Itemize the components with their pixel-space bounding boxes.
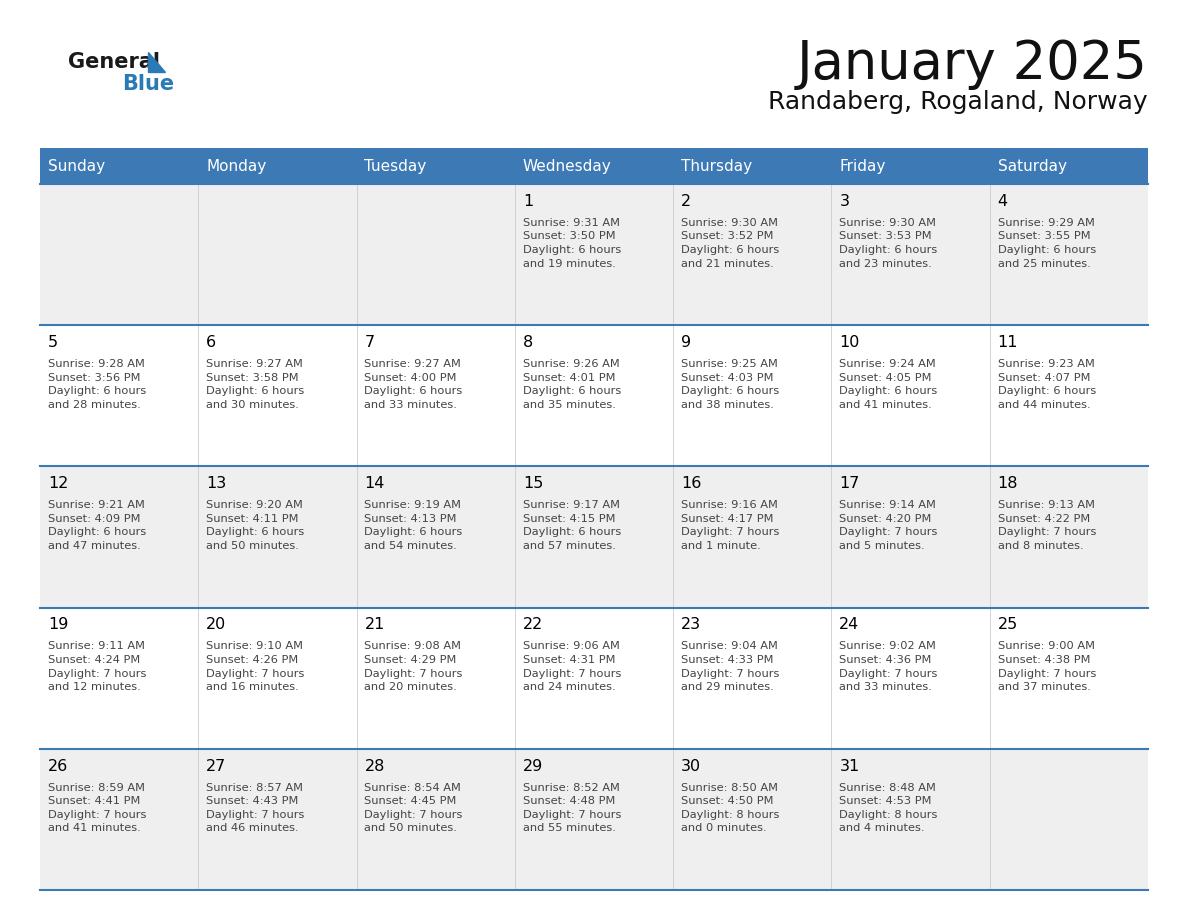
Text: 9: 9 bbox=[681, 335, 691, 350]
Bar bbox=[40, 184, 1148, 325]
Text: 29: 29 bbox=[523, 758, 543, 774]
Bar bbox=[40, 148, 198, 184]
Text: Sunrise: 9:17 AM
Sunset: 4:15 PM
Daylight: 6 hours
and 57 minutes.: Sunrise: 9:17 AM Sunset: 4:15 PM Dayligh… bbox=[523, 500, 621, 551]
Text: Sunrise: 9:27 AM
Sunset: 3:58 PM
Daylight: 6 hours
and 30 minutes.: Sunrise: 9:27 AM Sunset: 3:58 PM Dayligh… bbox=[207, 359, 304, 410]
Text: 1: 1 bbox=[523, 194, 533, 209]
Text: Sunrise: 9:06 AM
Sunset: 4:31 PM
Daylight: 7 hours
and 24 minutes.: Sunrise: 9:06 AM Sunset: 4:31 PM Dayligh… bbox=[523, 642, 621, 692]
Text: Sunrise: 9:13 AM
Sunset: 4:22 PM
Daylight: 7 hours
and 8 minutes.: Sunrise: 9:13 AM Sunset: 4:22 PM Dayligh… bbox=[998, 500, 1097, 551]
Text: 15: 15 bbox=[523, 476, 543, 491]
Text: 31: 31 bbox=[840, 758, 860, 774]
Text: Sunrise: 8:54 AM
Sunset: 4:45 PM
Daylight: 7 hours
and 50 minutes.: Sunrise: 8:54 AM Sunset: 4:45 PM Dayligh… bbox=[365, 783, 463, 834]
Text: 18: 18 bbox=[998, 476, 1018, 491]
Text: 17: 17 bbox=[840, 476, 860, 491]
Text: 2: 2 bbox=[681, 194, 691, 209]
Text: Sunrise: 9:28 AM
Sunset: 3:56 PM
Daylight: 6 hours
and 28 minutes.: Sunrise: 9:28 AM Sunset: 3:56 PM Dayligh… bbox=[48, 359, 146, 410]
Text: 28: 28 bbox=[365, 758, 385, 774]
Text: Sunrise: 9:21 AM
Sunset: 4:09 PM
Daylight: 6 hours
and 47 minutes.: Sunrise: 9:21 AM Sunset: 4:09 PM Dayligh… bbox=[48, 500, 146, 551]
Text: 7: 7 bbox=[365, 335, 374, 350]
Text: Sunrise: 9:30 AM
Sunset: 3:52 PM
Daylight: 6 hours
and 21 minutes.: Sunrise: 9:30 AM Sunset: 3:52 PM Dayligh… bbox=[681, 218, 779, 269]
Text: Sunrise: 9:25 AM
Sunset: 4:03 PM
Daylight: 6 hours
and 38 minutes.: Sunrise: 9:25 AM Sunset: 4:03 PM Dayligh… bbox=[681, 359, 779, 410]
Text: Sunrise: 9:24 AM
Sunset: 4:05 PM
Daylight: 6 hours
and 41 minutes.: Sunrise: 9:24 AM Sunset: 4:05 PM Dayligh… bbox=[840, 359, 937, 410]
Text: 16: 16 bbox=[681, 476, 701, 491]
Text: Sunrise: 9:10 AM
Sunset: 4:26 PM
Daylight: 7 hours
and 16 minutes.: Sunrise: 9:10 AM Sunset: 4:26 PM Dayligh… bbox=[207, 642, 304, 692]
Text: 3: 3 bbox=[840, 194, 849, 209]
Text: 26: 26 bbox=[48, 758, 68, 774]
Text: 25: 25 bbox=[998, 618, 1018, 633]
Text: 10: 10 bbox=[840, 335, 860, 350]
Text: 11: 11 bbox=[998, 335, 1018, 350]
Text: 6: 6 bbox=[207, 335, 216, 350]
Text: Sunrise: 8:57 AM
Sunset: 4:43 PM
Daylight: 7 hours
and 46 minutes.: Sunrise: 8:57 AM Sunset: 4:43 PM Dayligh… bbox=[207, 783, 304, 834]
Text: 12: 12 bbox=[48, 476, 68, 491]
Text: Sunday: Sunday bbox=[48, 159, 105, 174]
Text: 20: 20 bbox=[207, 618, 227, 633]
Text: Sunrise: 9:27 AM
Sunset: 4:00 PM
Daylight: 6 hours
and 33 minutes.: Sunrise: 9:27 AM Sunset: 4:00 PM Dayligh… bbox=[365, 359, 463, 410]
Text: Sunrise: 8:50 AM
Sunset: 4:50 PM
Daylight: 8 hours
and 0 minutes.: Sunrise: 8:50 AM Sunset: 4:50 PM Dayligh… bbox=[681, 783, 779, 834]
Bar bbox=[198, 148, 356, 184]
Text: 5: 5 bbox=[48, 335, 58, 350]
Text: Monday: Monday bbox=[207, 159, 266, 174]
Text: 19: 19 bbox=[48, 618, 68, 633]
Text: 14: 14 bbox=[365, 476, 385, 491]
Text: 27: 27 bbox=[207, 758, 227, 774]
Text: 13: 13 bbox=[207, 476, 227, 491]
Text: Sunrise: 9:29 AM
Sunset: 3:55 PM
Daylight: 6 hours
and 25 minutes.: Sunrise: 9:29 AM Sunset: 3:55 PM Dayligh… bbox=[998, 218, 1095, 269]
Text: Saturday: Saturday bbox=[998, 159, 1067, 174]
Text: 23: 23 bbox=[681, 618, 701, 633]
Bar bbox=[674, 148, 832, 184]
Text: Sunrise: 9:31 AM
Sunset: 3:50 PM
Daylight: 6 hours
and 19 minutes.: Sunrise: 9:31 AM Sunset: 3:50 PM Dayligh… bbox=[523, 218, 621, 269]
Text: Sunrise: 9:30 AM
Sunset: 3:53 PM
Daylight: 6 hours
and 23 minutes.: Sunrise: 9:30 AM Sunset: 3:53 PM Dayligh… bbox=[840, 218, 937, 269]
Text: Friday: Friday bbox=[840, 159, 886, 174]
Text: 30: 30 bbox=[681, 758, 701, 774]
Text: Sunrise: 9:26 AM
Sunset: 4:01 PM
Daylight: 6 hours
and 35 minutes.: Sunrise: 9:26 AM Sunset: 4:01 PM Dayligh… bbox=[523, 359, 621, 410]
Bar bbox=[832, 148, 990, 184]
Text: Thursday: Thursday bbox=[681, 159, 752, 174]
Text: 21: 21 bbox=[365, 618, 385, 633]
Text: Sunrise: 8:52 AM
Sunset: 4:48 PM
Daylight: 7 hours
and 55 minutes.: Sunrise: 8:52 AM Sunset: 4:48 PM Dayligh… bbox=[523, 783, 621, 834]
Text: January 2025: January 2025 bbox=[797, 38, 1148, 90]
Text: Blue: Blue bbox=[122, 74, 175, 94]
Text: Sunrise: 9:04 AM
Sunset: 4:33 PM
Daylight: 7 hours
and 29 minutes.: Sunrise: 9:04 AM Sunset: 4:33 PM Dayligh… bbox=[681, 642, 779, 692]
Text: Tuesday: Tuesday bbox=[365, 159, 426, 174]
Text: 22: 22 bbox=[523, 618, 543, 633]
Text: Sunrise: 9:02 AM
Sunset: 4:36 PM
Daylight: 7 hours
and 33 minutes.: Sunrise: 9:02 AM Sunset: 4:36 PM Dayligh… bbox=[840, 642, 937, 692]
Bar bbox=[40, 608, 1148, 749]
Polygon shape bbox=[148, 52, 165, 72]
Text: 24: 24 bbox=[840, 618, 860, 633]
Text: Sunrise: 8:48 AM
Sunset: 4:53 PM
Daylight: 8 hours
and 4 minutes.: Sunrise: 8:48 AM Sunset: 4:53 PM Dayligh… bbox=[840, 783, 937, 834]
Text: 8: 8 bbox=[523, 335, 533, 350]
Bar bbox=[514, 148, 674, 184]
Bar bbox=[40, 749, 1148, 890]
Text: Sunrise: 9:19 AM
Sunset: 4:13 PM
Daylight: 6 hours
and 54 minutes.: Sunrise: 9:19 AM Sunset: 4:13 PM Dayligh… bbox=[365, 500, 463, 551]
Bar bbox=[40, 466, 1148, 608]
Text: Sunrise: 9:11 AM
Sunset: 4:24 PM
Daylight: 7 hours
and 12 minutes.: Sunrise: 9:11 AM Sunset: 4:24 PM Dayligh… bbox=[48, 642, 146, 692]
Text: General: General bbox=[68, 52, 160, 72]
Text: Wednesday: Wednesday bbox=[523, 159, 612, 174]
Text: Sunrise: 9:23 AM
Sunset: 4:07 PM
Daylight: 6 hours
and 44 minutes.: Sunrise: 9:23 AM Sunset: 4:07 PM Dayligh… bbox=[998, 359, 1095, 410]
Bar bbox=[990, 148, 1148, 184]
Text: Sunrise: 9:16 AM
Sunset: 4:17 PM
Daylight: 7 hours
and 1 minute.: Sunrise: 9:16 AM Sunset: 4:17 PM Dayligh… bbox=[681, 500, 779, 551]
Text: Randaberg, Rogaland, Norway: Randaberg, Rogaland, Norway bbox=[769, 90, 1148, 114]
Text: Sunrise: 9:20 AM
Sunset: 4:11 PM
Daylight: 6 hours
and 50 minutes.: Sunrise: 9:20 AM Sunset: 4:11 PM Dayligh… bbox=[207, 500, 304, 551]
Text: Sunrise: 9:14 AM
Sunset: 4:20 PM
Daylight: 7 hours
and 5 minutes.: Sunrise: 9:14 AM Sunset: 4:20 PM Dayligh… bbox=[840, 500, 937, 551]
Text: Sunrise: 8:59 AM
Sunset: 4:41 PM
Daylight: 7 hours
and 41 minutes.: Sunrise: 8:59 AM Sunset: 4:41 PM Dayligh… bbox=[48, 783, 146, 834]
Text: 4: 4 bbox=[998, 194, 1007, 209]
Bar bbox=[356, 148, 514, 184]
Text: Sunrise: 9:00 AM
Sunset: 4:38 PM
Daylight: 7 hours
and 37 minutes.: Sunrise: 9:00 AM Sunset: 4:38 PM Dayligh… bbox=[998, 642, 1097, 692]
Text: Sunrise: 9:08 AM
Sunset: 4:29 PM
Daylight: 7 hours
and 20 minutes.: Sunrise: 9:08 AM Sunset: 4:29 PM Dayligh… bbox=[365, 642, 463, 692]
Bar bbox=[40, 325, 1148, 466]
